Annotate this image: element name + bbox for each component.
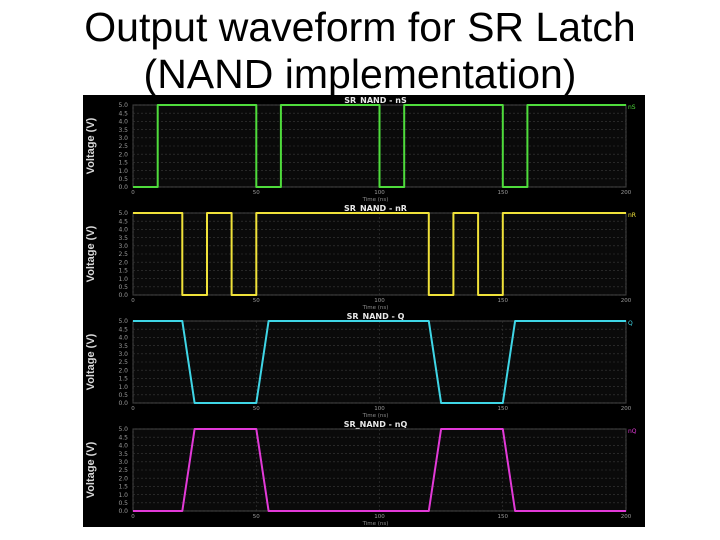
x-tick-label: 200 [621,514,632,520]
chart-1: 5.04.5 4.03.53.02.52.0 1.51.00.50.00 50 100 1… [85,96,636,203]
y-tick-label: 1.5 [118,484,128,491]
x-tick-label: 50 [253,514,260,520]
x-tick-label: 150 [498,514,509,520]
y-tick-label: 2.5 [118,251,128,258]
x-tick-label: 0 [131,406,135,412]
y-tick-label: 0.5 [118,284,128,291]
y-axis-label: Voltage (V) [85,225,97,282]
title-line-2: (NAND implementation) [143,51,577,97]
x-axis-label: Time (ns) [362,521,389,527]
x-axis-label: Time (ns) [362,197,389,203]
series-line-nq [133,428,626,512]
x-tick-label: 0 [131,190,135,196]
chart-title: SR_NAND - Q [347,312,405,321]
waveform-panel: 5.0 4.5 4.0 3.5 3.0 2.5 2.0 1.5 1.0 0.5 0.0 0 50 100 1… [83,95,645,527]
title-line-1: Output waveform for SR Latch [84,4,636,50]
y-tick-label: 4.5 [118,110,128,117]
y-tick-label: 5.0 [118,210,128,217]
x-tick-label: 0 [131,298,135,304]
y-tick-label: 1.5 [118,376,128,383]
y-tick-label: 3.0 [118,243,128,250]
x-tick-label: 150 [498,406,509,412]
x-tick-label: 50 [253,190,260,196]
x-tick-label: 100 [374,298,385,304]
y-tick-label: 0.5 [118,500,128,507]
y-tick-label: 2.5 [118,359,128,366]
y-tick-label: 2.5 [118,143,128,150]
chart-2: 5.04.5 4.03.53.02.52.0 1.51.00.50.00 50 100 1… [85,204,636,311]
legend-entry: Q [628,320,633,327]
chart-title: SR_NAND - nS [344,96,407,105]
x-axis-label: Time (ns) [362,413,389,419]
y-tick-label: 5.0 [118,318,128,325]
x-tick-label: 100 [374,190,385,196]
chart-title: SR_NAND - nQ [344,420,408,429]
y-tick-label: 0.5 [118,392,128,399]
waveform-charts: 5.04.54.03.53.02.52.01.51.00.50.00 50 100 1… [85,96,637,527]
y-tick-label: 0.0 [118,400,128,407]
slide-title: Output waveform for SR Latch (NAND imple… [0,4,720,98]
y-tick-label: 2.0 [118,475,128,482]
legend-entry: nR [628,212,636,219]
y-tick-label: 1.0 [118,276,128,283]
y-tick-label: 3.5 [118,343,128,350]
y-tick-label: 1.0 [118,492,128,499]
legend-entry: nQ [628,428,637,435]
y-axis-label: Voltage (V) [85,333,97,390]
x-tick-label: 50 [253,406,260,412]
y-tick-label: 4.0 [118,227,128,234]
y-axis-label: Voltage (V) [85,441,97,498]
series-line-nr [133,212,626,296]
x-tick-label: 100 [374,514,385,520]
y-tick-label: 5.0 [118,426,128,433]
y-tick-label: 3.0 [118,459,128,466]
y-tick-label: 4.5 [118,218,128,225]
x-tick-label: 200 [621,190,632,196]
x-tick-label: 0 [131,514,135,520]
x-tick-label: 200 [621,406,632,412]
y-tick-label: 2.5 [118,467,128,474]
y-tick-label: 1.5 [118,268,128,275]
y-tick-label: 5.0 [118,102,128,109]
series-line-q [133,320,626,404]
series-line-ns [133,104,626,188]
y-axis-label: Voltage (V) [85,117,97,174]
y-tick-label: 0.0 [118,508,128,515]
y-tick-label: 0.0 [118,292,128,299]
x-tick-label: 150 [498,298,509,304]
y-tick-label: 4.0 [118,335,128,342]
y-tick-label: 1.0 [118,384,128,391]
y-tick-label: 4.5 [118,434,128,441]
legend-entry: nS [628,104,636,111]
y-tick-label: 2.0 [118,367,128,374]
y-tick-label: 3.5 [118,127,128,134]
x-tick-label: 200 [621,298,632,304]
y-tick-label: 1.0 [118,168,128,175]
y-tick-label: 3.5 [118,235,128,242]
chart-4: 5.04.5 4.03.53.02.52.0 1.51.00.50.00 50 100 1… [85,420,637,527]
y-tick-label: 4.5 [118,326,128,333]
y-tick-label: 0.5 [118,176,128,183]
x-axis-label: Time (ns) [362,305,389,311]
x-tick-label: 100 [374,406,385,412]
y-tick-label: 3.0 [118,135,128,142]
y-tick-label: 1.5 [118,160,128,167]
y-tick-label: 2.0 [118,151,128,158]
x-tick-label: 50 [253,298,260,304]
chart-3: 5.04.5 4.03.53.02.52.0 1.51.00.50.00 50 100 1… [85,312,633,419]
y-tick-label: 0.0 [118,184,128,191]
y-tick-label: 4.0 [118,443,128,450]
x-tick-label: 150 [498,190,509,196]
y-tick-label: 4.0 [118,119,128,126]
y-tick-label: 2.0 [118,259,128,266]
y-tick-label: 3.5 [118,451,128,458]
y-tick-label: 3.0 [118,351,128,358]
chart-title: SR_NAND - nR [344,204,407,213]
